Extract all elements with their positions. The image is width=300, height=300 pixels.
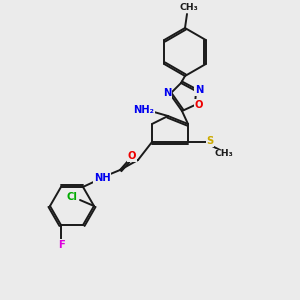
Text: O: O [195, 100, 203, 110]
Text: Cl: Cl [67, 192, 77, 202]
Text: S: S [206, 136, 214, 146]
Text: CH₃: CH₃ [214, 149, 233, 158]
Text: NH₂: NH₂ [134, 105, 154, 115]
Text: N: N [163, 88, 171, 98]
Text: F: F [58, 240, 64, 250]
Text: O: O [128, 151, 136, 161]
Text: N: N [195, 85, 203, 95]
Text: CH₃: CH₃ [180, 4, 198, 13]
Text: NH: NH [94, 173, 110, 183]
